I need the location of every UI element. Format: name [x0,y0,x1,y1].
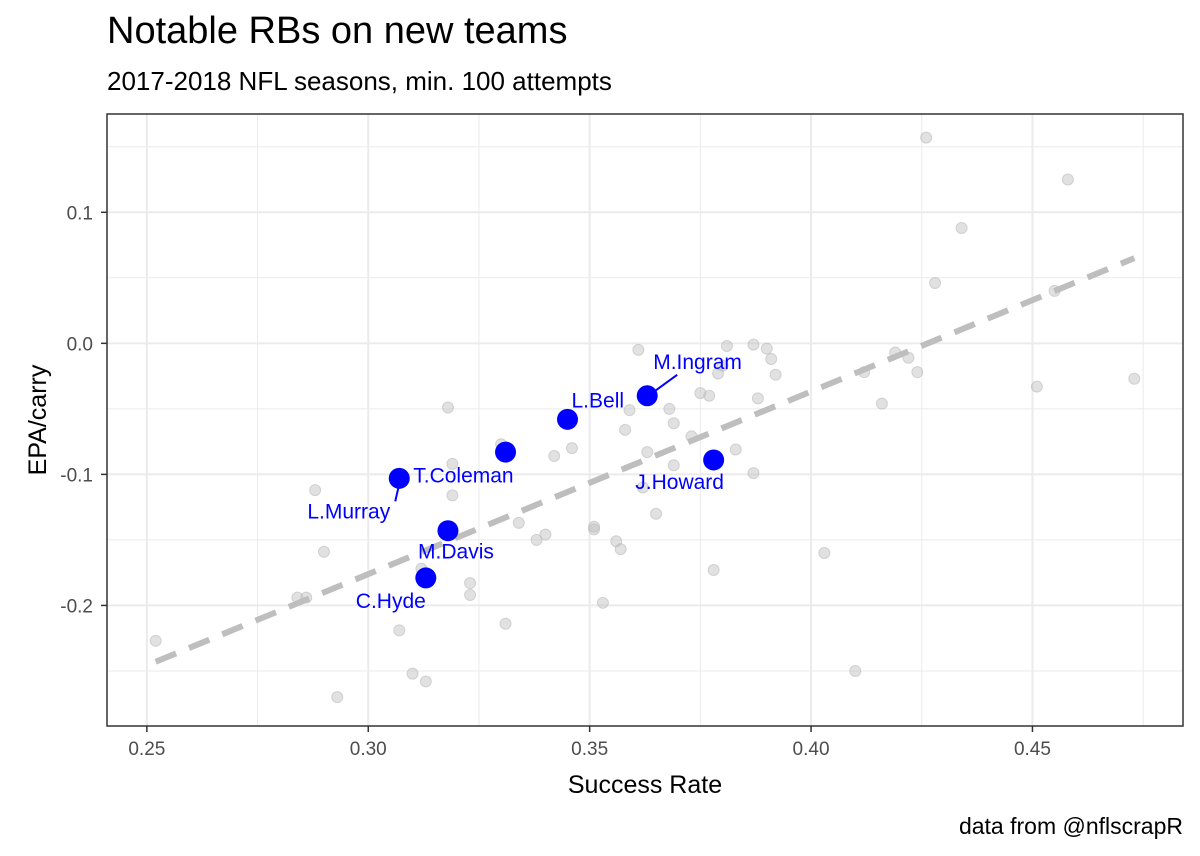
axis-layer: 0.25 0.30 0.35 0.40 0.45 -0.2 -0.1 0.0 0.1 [60,203,1051,760]
background-point [769,368,782,381]
background-point [1061,173,1074,186]
point-label: T.Coleman [413,464,513,487]
background-point [641,446,654,459]
chart-title: Notable RBs on new teams [107,10,568,52]
background-point [849,664,862,677]
background-point [441,401,454,414]
plot-panel-border [106,113,1184,727]
background-point [149,634,162,647]
background-point [331,691,344,704]
background-point [317,545,330,558]
background-point [565,442,578,455]
background-point [464,588,477,601]
background-point [760,342,773,355]
background-point [1128,372,1141,385]
background-point [765,353,778,366]
background-point [818,547,831,560]
background-point [667,459,680,472]
x-tick-label: 0.30 [350,739,387,760]
highlighted-point [437,520,459,542]
background-point [707,564,720,577]
y-tick-label: -0.1 [60,465,93,486]
background-point [920,131,933,144]
background-point [309,484,322,497]
point-label: L.Bell [572,389,625,412]
highlighted-point [557,408,579,430]
chart-caption: data from @nflscrapR [958,813,1183,839]
x-axis-title: Success Rate [568,771,722,799]
background-point [446,489,459,502]
point-label: L.Murray [307,500,390,523]
background-point [623,404,636,417]
y-tick-label: -0.2 [60,596,93,617]
y-tick-label: 0.1 [67,203,93,224]
background-point [619,423,632,436]
background-point [720,339,733,352]
background-point [729,443,742,456]
highlighted-point [636,385,658,407]
background-point [596,596,609,609]
background-point [667,417,680,430]
background-point [393,624,406,637]
background-point [632,343,645,356]
point-label: M.Davis [418,541,494,564]
x-tick-label: 0.35 [571,739,608,760]
highlighted-point [495,441,517,463]
background-point [499,617,512,630]
background-point [464,577,477,590]
background-point [548,450,561,463]
background-point [955,222,968,235]
background-point [530,533,543,546]
background-point [406,667,419,680]
background-point [694,387,707,400]
background-point [650,507,663,520]
chart-subtitle: 2017-2018 NFL seasons, min. 100 attempts [107,66,612,96]
plot-panel [107,114,1183,726]
background-point [716,359,729,372]
x-tick-label: 0.40 [793,739,830,760]
background-point [614,543,627,556]
trend-line [154,255,1136,665]
background-point [703,389,716,402]
background-point [875,397,888,410]
background-point [747,338,760,351]
y-tick-label: 0.0 [67,334,93,355]
x-tick-label: 0.45 [1014,739,1051,760]
background-point [588,523,601,536]
highlighted-point [415,567,437,589]
background-point [663,402,676,415]
y-axis-title: EPA/carry [24,364,52,475]
highlighted-point [388,467,410,489]
trend-layer [154,255,1136,665]
x-tick-label: 0.25 [128,739,165,760]
background-point [929,277,942,290]
background-point [446,457,459,470]
background-point [747,467,760,480]
background-point [1030,380,1043,393]
point-label: J.Howard [635,471,724,494]
point-label: C.Hyde [356,590,426,613]
grid-layer [107,114,1183,726]
background-point [911,366,924,379]
background-point [636,481,649,494]
background-point [751,392,764,405]
background-point [588,520,601,533]
highlighted-point [703,449,725,471]
background-point [539,528,552,541]
label-leader-line [654,373,678,392]
highlighted-points: M.Ingram L.Bell T.Coleman L.Murray J.Howard M… [307,351,742,613]
background-point [512,516,525,529]
label-leader-line [394,488,400,502]
point-label: M.Ingram [653,351,742,374]
background-point [419,675,432,688]
